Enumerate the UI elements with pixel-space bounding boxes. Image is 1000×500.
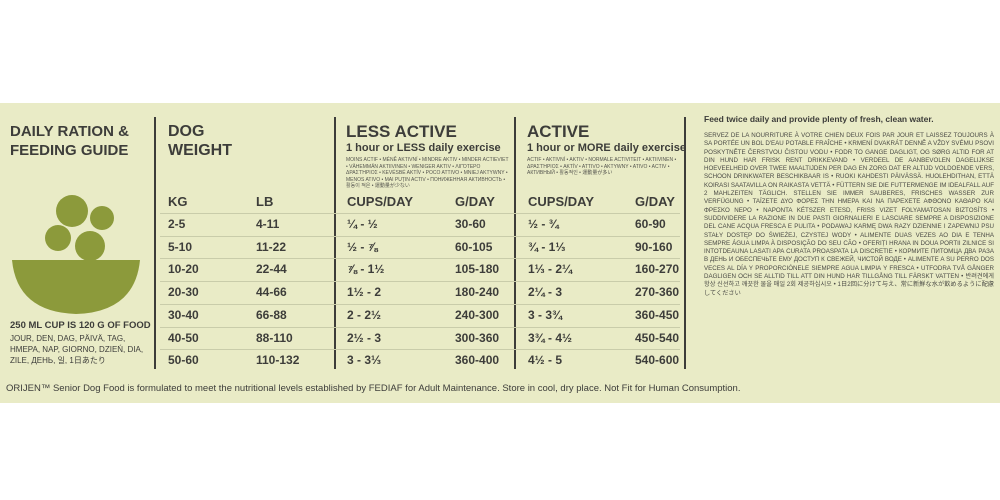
table-cell: 2 - 2½ xyxy=(347,307,382,322)
table-cell: 240-300 xyxy=(455,307,500,322)
feeding-note-translations: SERVEZ DE LA NOURRITURE À VOTRE CHIEN DE… xyxy=(704,132,994,297)
table-cell: 22-44 xyxy=(256,262,287,277)
less-active-title: LESS ACTIVE xyxy=(346,122,457,141)
row-line xyxy=(160,303,680,305)
table-cell: 180-240 xyxy=(455,285,500,300)
table-cell: 60-90 xyxy=(635,217,666,231)
table-cell: 270-360 xyxy=(635,285,680,300)
table-cell: 90-160 xyxy=(635,239,673,254)
kibble xyxy=(90,206,114,230)
column-header: CUPS/DAY xyxy=(347,194,413,209)
table-cell: 3 - 3¾ xyxy=(528,307,563,322)
table-cell: 3¾ - 4½ xyxy=(528,330,573,345)
table-cell: ⅞ - 1½ xyxy=(347,262,385,277)
table-cell: 10-20 xyxy=(168,262,199,277)
header-line: WEIGHT xyxy=(168,142,232,159)
table-cell: ½ - ¾ xyxy=(528,217,559,231)
table-cell: 40-50 xyxy=(168,330,199,345)
cup-note: 250 ML CUP IS 120 G OF FOOD xyxy=(10,320,151,331)
table-cell: 1½ - 2 xyxy=(347,285,382,300)
table-cell: 44-66 xyxy=(256,285,287,300)
table-cell: 360-400 xyxy=(455,353,500,368)
header-line: DOG xyxy=(168,123,205,140)
table-cell: 50-60 xyxy=(168,353,199,368)
kibble xyxy=(56,195,88,227)
table-cell: 4½ - 5 xyxy=(528,353,563,368)
active-subtitle: 1 hour or MORE daily exercise xyxy=(527,142,686,154)
table-cell: 160-270 xyxy=(635,262,680,277)
table-cell: 66-88 xyxy=(256,307,287,322)
table-cell: 88-110 xyxy=(256,330,293,345)
bowl xyxy=(12,260,140,314)
column-header: G/DAY xyxy=(635,194,675,209)
row-line xyxy=(160,258,680,260)
bowl-icon xyxy=(12,195,140,314)
table-cell: ½ - ⅞ xyxy=(347,239,378,254)
column-header: KG xyxy=(168,194,188,209)
title-line: FEEDING GUIDE xyxy=(10,142,129,159)
less-active-subtitle: 1 hour or LESS daily exercise xyxy=(346,142,501,154)
footer-note: ORIJEN™ Senior Dog Food is formulated to… xyxy=(6,383,741,394)
divider xyxy=(334,117,336,369)
table-cell: 105-180 xyxy=(455,262,500,277)
row-line xyxy=(160,349,680,351)
table-cell: 540-600 xyxy=(635,353,680,368)
table-cell: 30-60 xyxy=(455,217,486,231)
title-line: DAILY RATION & xyxy=(10,123,129,140)
column-header: G/DAY xyxy=(455,194,495,209)
table-cell: 110-132 xyxy=(256,353,300,368)
row-line xyxy=(160,326,680,328)
column-header: LB xyxy=(256,194,274,209)
kibble xyxy=(75,231,105,261)
table-cell: 60-105 xyxy=(455,239,493,254)
row-line xyxy=(160,281,680,283)
table-cell: 11-22 xyxy=(256,239,287,254)
dog-weight-header: DOG WEIGHT xyxy=(168,122,232,160)
table-cell: 450-540 xyxy=(635,330,680,345)
row-line xyxy=(160,213,680,214)
table-cell: 30-40 xyxy=(168,307,199,322)
table-cell: 360-450 xyxy=(635,307,680,322)
table-cell: 2¼ - 3 xyxy=(528,285,563,300)
table-cell: 2½ - 3 xyxy=(347,330,382,345)
divider xyxy=(684,117,686,369)
table-cell: 20-30 xyxy=(168,285,199,300)
table-cell: 4-11 xyxy=(256,217,280,231)
table-cell: 2-5 xyxy=(168,217,186,231)
table-cell: 1⅓ - 2¼ xyxy=(528,262,573,277)
table-cell: ¾ - 1⅓ xyxy=(528,239,566,254)
divider xyxy=(154,117,156,369)
column-header: CUPS/DAY xyxy=(528,194,594,209)
cup-note-translations: JOUR, DEN, DAG, PÄIVÄ, TAG, HMEPA, NAP, … xyxy=(10,334,144,365)
feeding-note-title: Feed twice daily and provide plenty of f… xyxy=(704,114,934,124)
table-cell: 5-10 xyxy=(168,239,193,254)
kibble xyxy=(45,225,71,251)
divider xyxy=(514,117,516,369)
table-cell: 3 - 3⅓ xyxy=(347,353,382,368)
table-cell: ¼ - ½ xyxy=(347,217,378,231)
active-translations: ACTIF • AKTIVNÍ • AKTIV • NORMALE ACTIVI… xyxy=(527,157,677,176)
active-title: ACTIVE xyxy=(527,122,590,141)
guide-panel xyxy=(0,103,1000,403)
less-active-translations: MOINS ACTIF • MÉNĚ AKTIVNÍ • MINDRE AKTI… xyxy=(346,157,509,189)
table-cell: 300-360 xyxy=(455,330,500,345)
row-line xyxy=(160,235,680,237)
title: DAILY RATION & FEEDING GUIDE xyxy=(10,122,129,160)
